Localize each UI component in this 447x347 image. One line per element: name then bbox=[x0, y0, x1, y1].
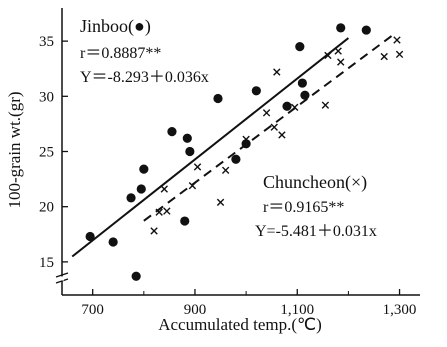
jinboo-legend-label: Jinboo(●) bbox=[80, 16, 151, 37]
point-x-stroke bbox=[160, 185, 168, 193]
point-jinboo bbox=[167, 127, 177, 137]
regression-line-1 bbox=[143, 33, 396, 222]
y-tick-label: 30 bbox=[39, 89, 54, 105]
regression-lines bbox=[71, 33, 396, 258]
point-x-stroke bbox=[150, 227, 158, 235]
point-x-stroke bbox=[163, 207, 171, 215]
point-jinboo bbox=[108, 237, 118, 247]
point-jinboo bbox=[185, 146, 195, 157]
chuncheon-regression-equation: Y=-5.481＋0.031x bbox=[255, 223, 377, 240]
data-points bbox=[85, 23, 404, 281]
point-x-stroke bbox=[262, 109, 271, 117]
x-axis-label: Accumulated temp.(℃) bbox=[158, 315, 322, 334]
chuncheon-legend-label: Chuncheon(×) bbox=[263, 172, 367, 193]
point-chuncheon bbox=[216, 198, 225, 206]
point-x-stroke bbox=[321, 101, 330, 109]
point-jinboo bbox=[131, 271, 141, 281]
y-tick-label: 25 bbox=[39, 145, 54, 161]
point-x-stroke bbox=[278, 131, 286, 139]
point-chuncheon bbox=[278, 131, 286, 139]
x-tick-label: 1,300 bbox=[383, 302, 417, 318]
point-chuncheon bbox=[395, 50, 404, 59]
point-chuncheon bbox=[324, 51, 332, 60]
point-jinboo bbox=[361, 25, 371, 35]
point-x-stroke bbox=[395, 50, 404, 59]
point-chuncheon bbox=[273, 68, 281, 76]
point-jinboo bbox=[180, 216, 190, 226]
point-x-stroke bbox=[193, 163, 202, 171]
point-jinboo bbox=[139, 164, 149, 174]
point-jinboo bbox=[136, 184, 146, 194]
point-x-stroke bbox=[334, 47, 342, 55]
point-x-stroke bbox=[324, 51, 332, 60]
point-jinboo bbox=[297, 78, 307, 88]
point-chuncheon bbox=[150, 227, 158, 235]
point-x-stroke bbox=[188, 182, 197, 190]
point-chuncheon bbox=[188, 182, 197, 190]
point-jinboo bbox=[251, 86, 261, 96]
point-jinboo bbox=[241, 139, 251, 149]
point-x-stroke bbox=[273, 68, 281, 76]
point-x-stroke bbox=[380, 52, 388, 61]
point-jinboo bbox=[213, 93, 223, 104]
x-tick-label: 700 bbox=[81, 302, 104, 318]
point-chuncheon bbox=[262, 109, 271, 117]
point-x-stroke bbox=[216, 198, 225, 206]
point-jinboo bbox=[182, 133, 192, 143]
point-chuncheon bbox=[291, 103, 299, 112]
point-chuncheon bbox=[155, 208, 163, 216]
point-x-stroke bbox=[337, 58, 345, 66]
point-x-stroke bbox=[221, 166, 230, 174]
point-x-stroke bbox=[393, 36, 401, 44]
point-jinboo bbox=[295, 42, 305, 52]
point-jinboo bbox=[282, 101, 292, 111]
y-ticks: 15 20 25 30 35 bbox=[39, 34, 68, 271]
x-tick-label: 900 bbox=[184, 302, 207, 318]
y-tick-label: 35 bbox=[39, 34, 54, 50]
point-x-stroke bbox=[270, 123, 278, 131]
point-chuncheon bbox=[380, 52, 388, 61]
point-chuncheon bbox=[270, 123, 278, 131]
point-x-stroke bbox=[291, 103, 299, 112]
point-jinboo bbox=[85, 231, 95, 242]
point-chuncheon bbox=[337, 58, 345, 66]
point-chuncheon bbox=[242, 135, 250, 144]
regression-line-0 bbox=[71, 37, 350, 258]
point-chuncheon bbox=[334, 47, 342, 55]
point-jinboo bbox=[300, 90, 310, 100]
x-tick-label: 1,100 bbox=[280, 302, 314, 318]
point-jinboo bbox=[336, 23, 346, 33]
y-axis-break bbox=[55, 272, 69, 284]
point-chuncheon bbox=[221, 166, 230, 174]
point-x-stroke bbox=[242, 135, 250, 144]
point-chuncheon bbox=[160, 185, 168, 193]
point-jinboo bbox=[231, 154, 241, 164]
x-ticks: 700 900 1,100 1,300 bbox=[81, 289, 416, 318]
point-chuncheon bbox=[393, 36, 401, 44]
point-jinboo bbox=[126, 193, 136, 203]
jinboo-regression-equation: Y＝-8.293＋0.036x bbox=[80, 69, 209, 86]
point-chuncheon bbox=[163, 207, 171, 215]
jinboo-r-value: r＝0.8887** bbox=[80, 45, 161, 62]
point-x-stroke bbox=[155, 208, 163, 216]
y-tick-label: 20 bbox=[39, 200, 54, 216]
y-axis-label: 100-grain wt.(gr) bbox=[5, 91, 24, 208]
point-chuncheon bbox=[193, 163, 202, 171]
chuncheon-r-value: r＝0.9165** bbox=[263, 199, 344, 216]
point-chuncheon bbox=[321, 101, 330, 109]
y-tick-label: 15 bbox=[39, 255, 54, 271]
